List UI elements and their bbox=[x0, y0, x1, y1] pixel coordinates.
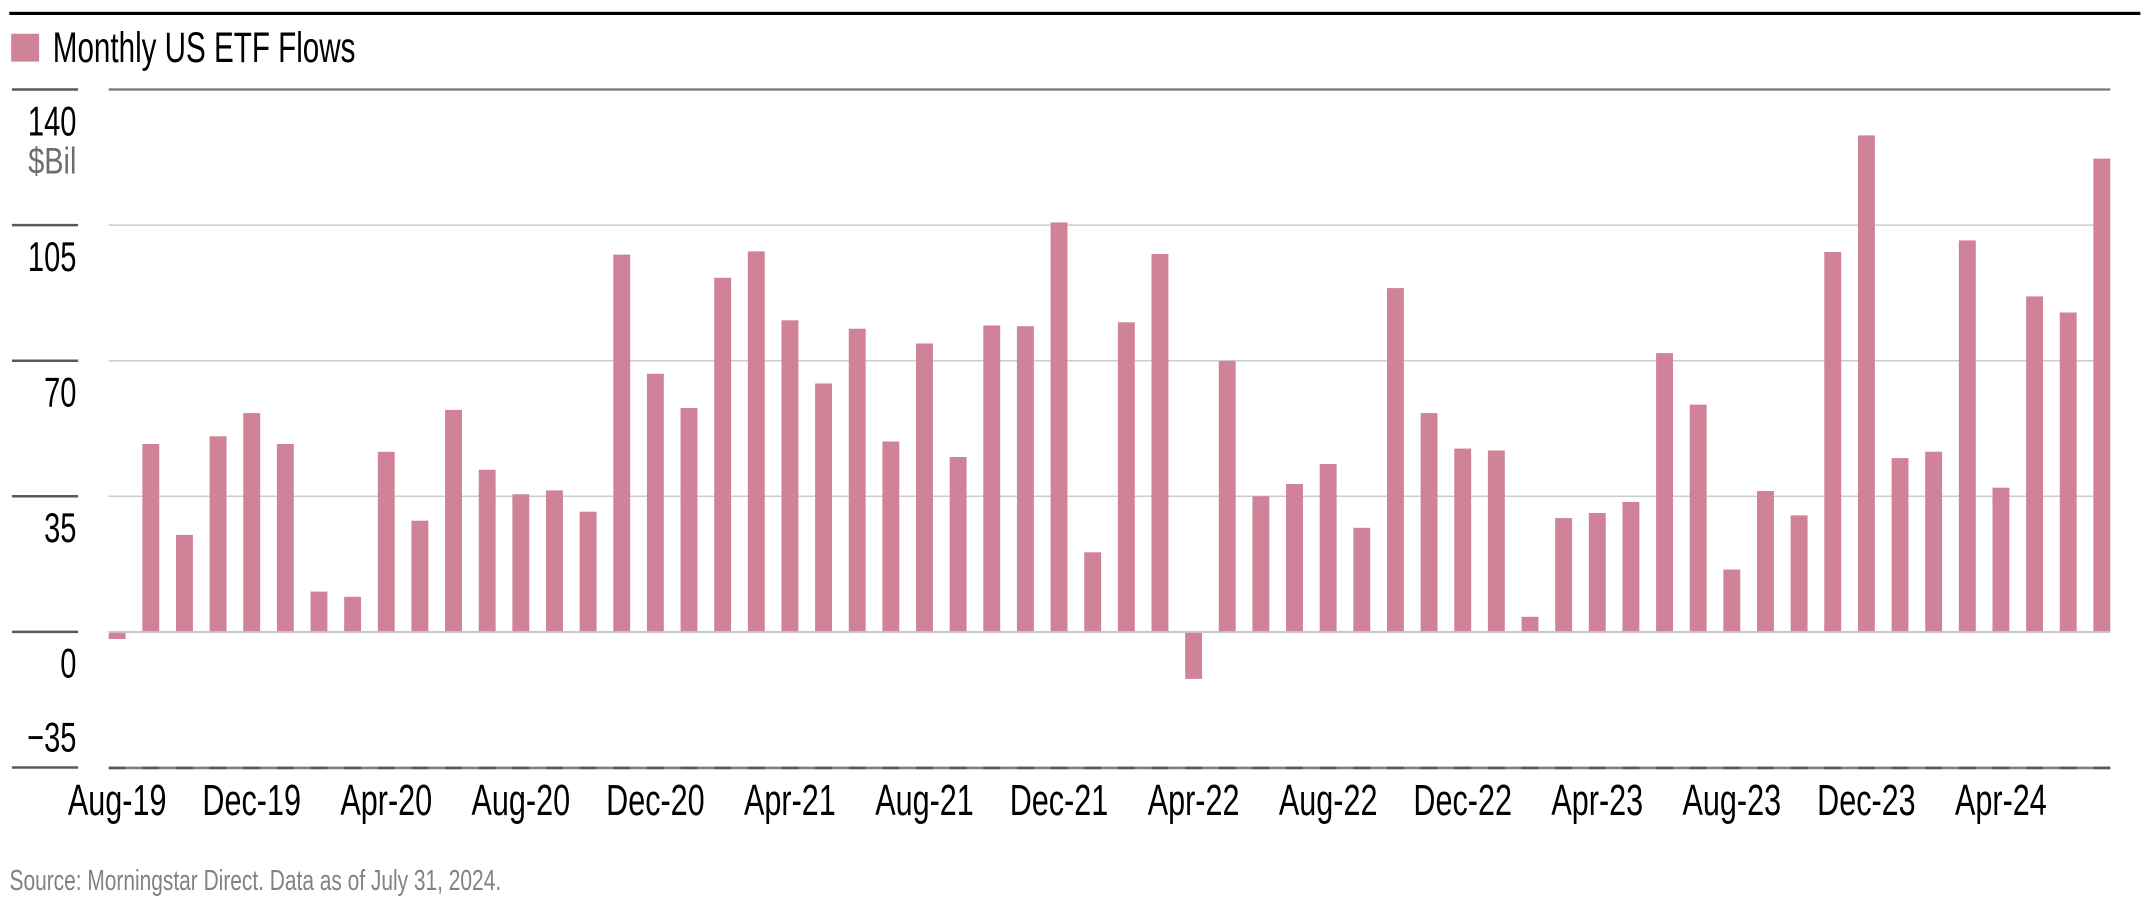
svg-text:Apr-24: Apr-24 bbox=[1955, 777, 2047, 826]
svg-text:Aug-19: Aug-19 bbox=[68, 777, 167, 826]
svg-text:Dec-19: Dec-19 bbox=[202, 777, 301, 826]
svg-text:Dec-22: Dec-22 bbox=[1413, 777, 1512, 826]
svg-text:Monthly US ETF Flows: Monthly US ETF Flows bbox=[53, 24, 356, 72]
svg-text:Apr-20: Apr-20 bbox=[340, 777, 432, 826]
svg-text:Dec-21: Dec-21 bbox=[1010, 777, 1109, 826]
svg-text:105: 105 bbox=[28, 234, 76, 280]
svg-text:−35: −35 bbox=[27, 714, 76, 760]
svg-text:Aug-22: Aug-22 bbox=[1279, 777, 1378, 826]
svg-text:Dec-20: Dec-20 bbox=[606, 777, 705, 826]
svg-text:140: 140 bbox=[28, 98, 76, 144]
svg-text:Aug-23: Aug-23 bbox=[1683, 777, 1782, 826]
svg-text:Dec-23: Dec-23 bbox=[1817, 777, 1916, 826]
svg-text:Source: Morningstar Direct. Da: Source: Morningstar Direct. Data as of J… bbox=[10, 865, 502, 897]
svg-text:Apr-23: Apr-23 bbox=[1551, 777, 1643, 826]
svg-text:70: 70 bbox=[44, 369, 76, 415]
svg-text:Aug-21: Aug-21 bbox=[875, 777, 974, 826]
svg-text:Apr-21: Apr-21 bbox=[744, 777, 836, 826]
svg-text:0: 0 bbox=[60, 640, 76, 686]
svg-text:Aug-20: Aug-20 bbox=[472, 777, 571, 826]
svg-text:Apr-22: Apr-22 bbox=[1148, 777, 1240, 826]
svg-text:$Bil: $Bil bbox=[28, 141, 76, 182]
svg-text:35: 35 bbox=[44, 505, 76, 551]
